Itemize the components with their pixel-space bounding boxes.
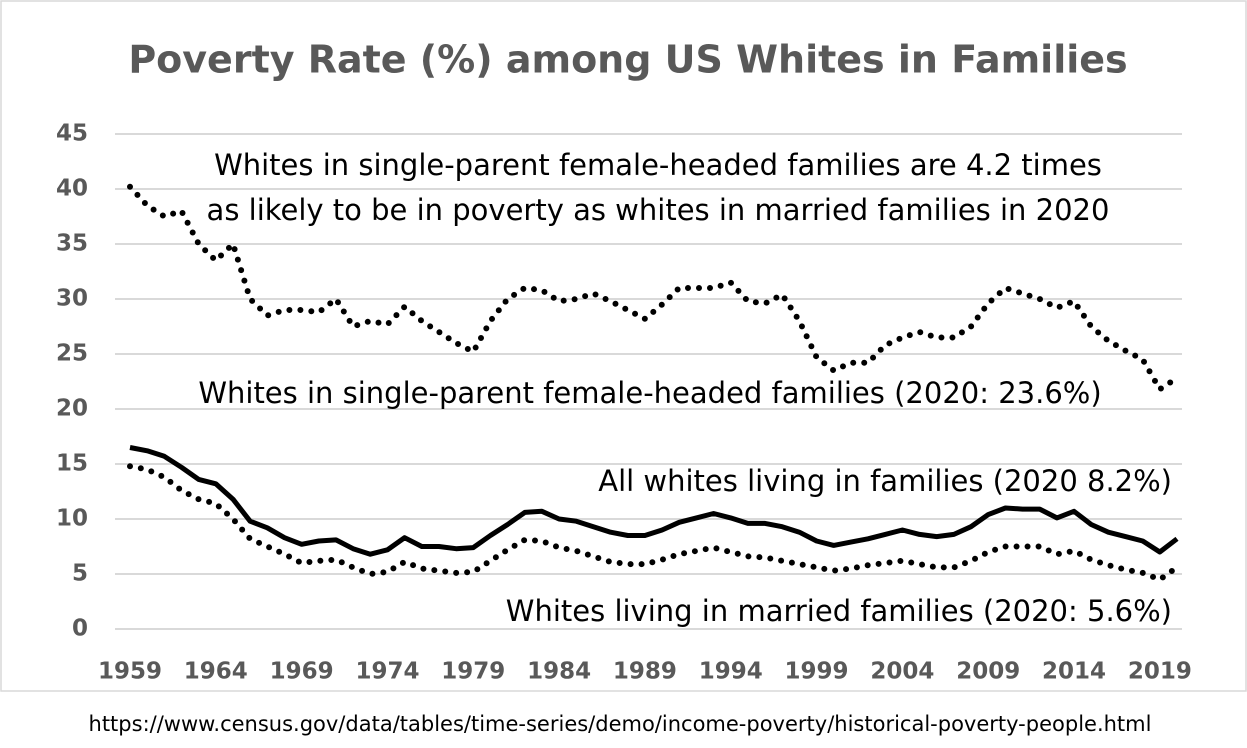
x-tick-label: 1999 bbox=[785, 659, 849, 685]
y-tick-label: 45 bbox=[56, 121, 88, 147]
x-tick-label: 1984 bbox=[527, 659, 591, 685]
y-tick-label: 35 bbox=[56, 231, 88, 257]
x-tick-label: 2014 bbox=[1042, 659, 1106, 685]
series-label: All whites living in families (2020 8.2%… bbox=[598, 464, 1172, 498]
x-tick-label: 1964 bbox=[184, 659, 248, 685]
x-tick-label: 1994 bbox=[699, 659, 763, 685]
y-tick-label: 15 bbox=[56, 451, 88, 477]
line-series bbox=[129, 445, 1179, 557]
line-series bbox=[127, 463, 1180, 583]
series-label: Whites in single-parent female-headed fa… bbox=[198, 376, 1101, 410]
x-tick-label: 1989 bbox=[613, 659, 677, 685]
y-tick-label: 5 bbox=[72, 561, 88, 587]
y-tick-label: 20 bbox=[56, 396, 88, 422]
annotation: Whites in single-parent female-headed fa… bbox=[214, 148, 1102, 182]
series-label: Whites living in married families (2020:… bbox=[506, 594, 1172, 628]
y-tick-label: 0 bbox=[72, 616, 88, 642]
x-tick-label: 2019 bbox=[1128, 659, 1192, 685]
x-tick-label: 1959 bbox=[98, 659, 162, 685]
x-tick-label: 1974 bbox=[355, 659, 419, 685]
x-tick-label: 2004 bbox=[870, 659, 934, 685]
annotation: as likely to be in poverty as whites in … bbox=[207, 193, 1110, 227]
y-tick-label: 30 bbox=[56, 286, 88, 312]
chart-frame bbox=[0, 0, 1247, 692]
chart-title: Poverty Rate (%) among US Whites in Fami… bbox=[128, 38, 1127, 82]
x-tick-label: 2009 bbox=[956, 659, 1020, 685]
y-tick-label: 40 bbox=[56, 176, 88, 202]
y-tick-label: 25 bbox=[56, 341, 88, 367]
x-tick-label: 1969 bbox=[270, 659, 334, 685]
line-series bbox=[127, 183, 1180, 393]
source: https://www.census.gov/data/tables/time-… bbox=[89, 712, 1152, 736]
x-tick-label: 1979 bbox=[441, 659, 505, 685]
y-tick-label: 10 bbox=[56, 506, 88, 532]
